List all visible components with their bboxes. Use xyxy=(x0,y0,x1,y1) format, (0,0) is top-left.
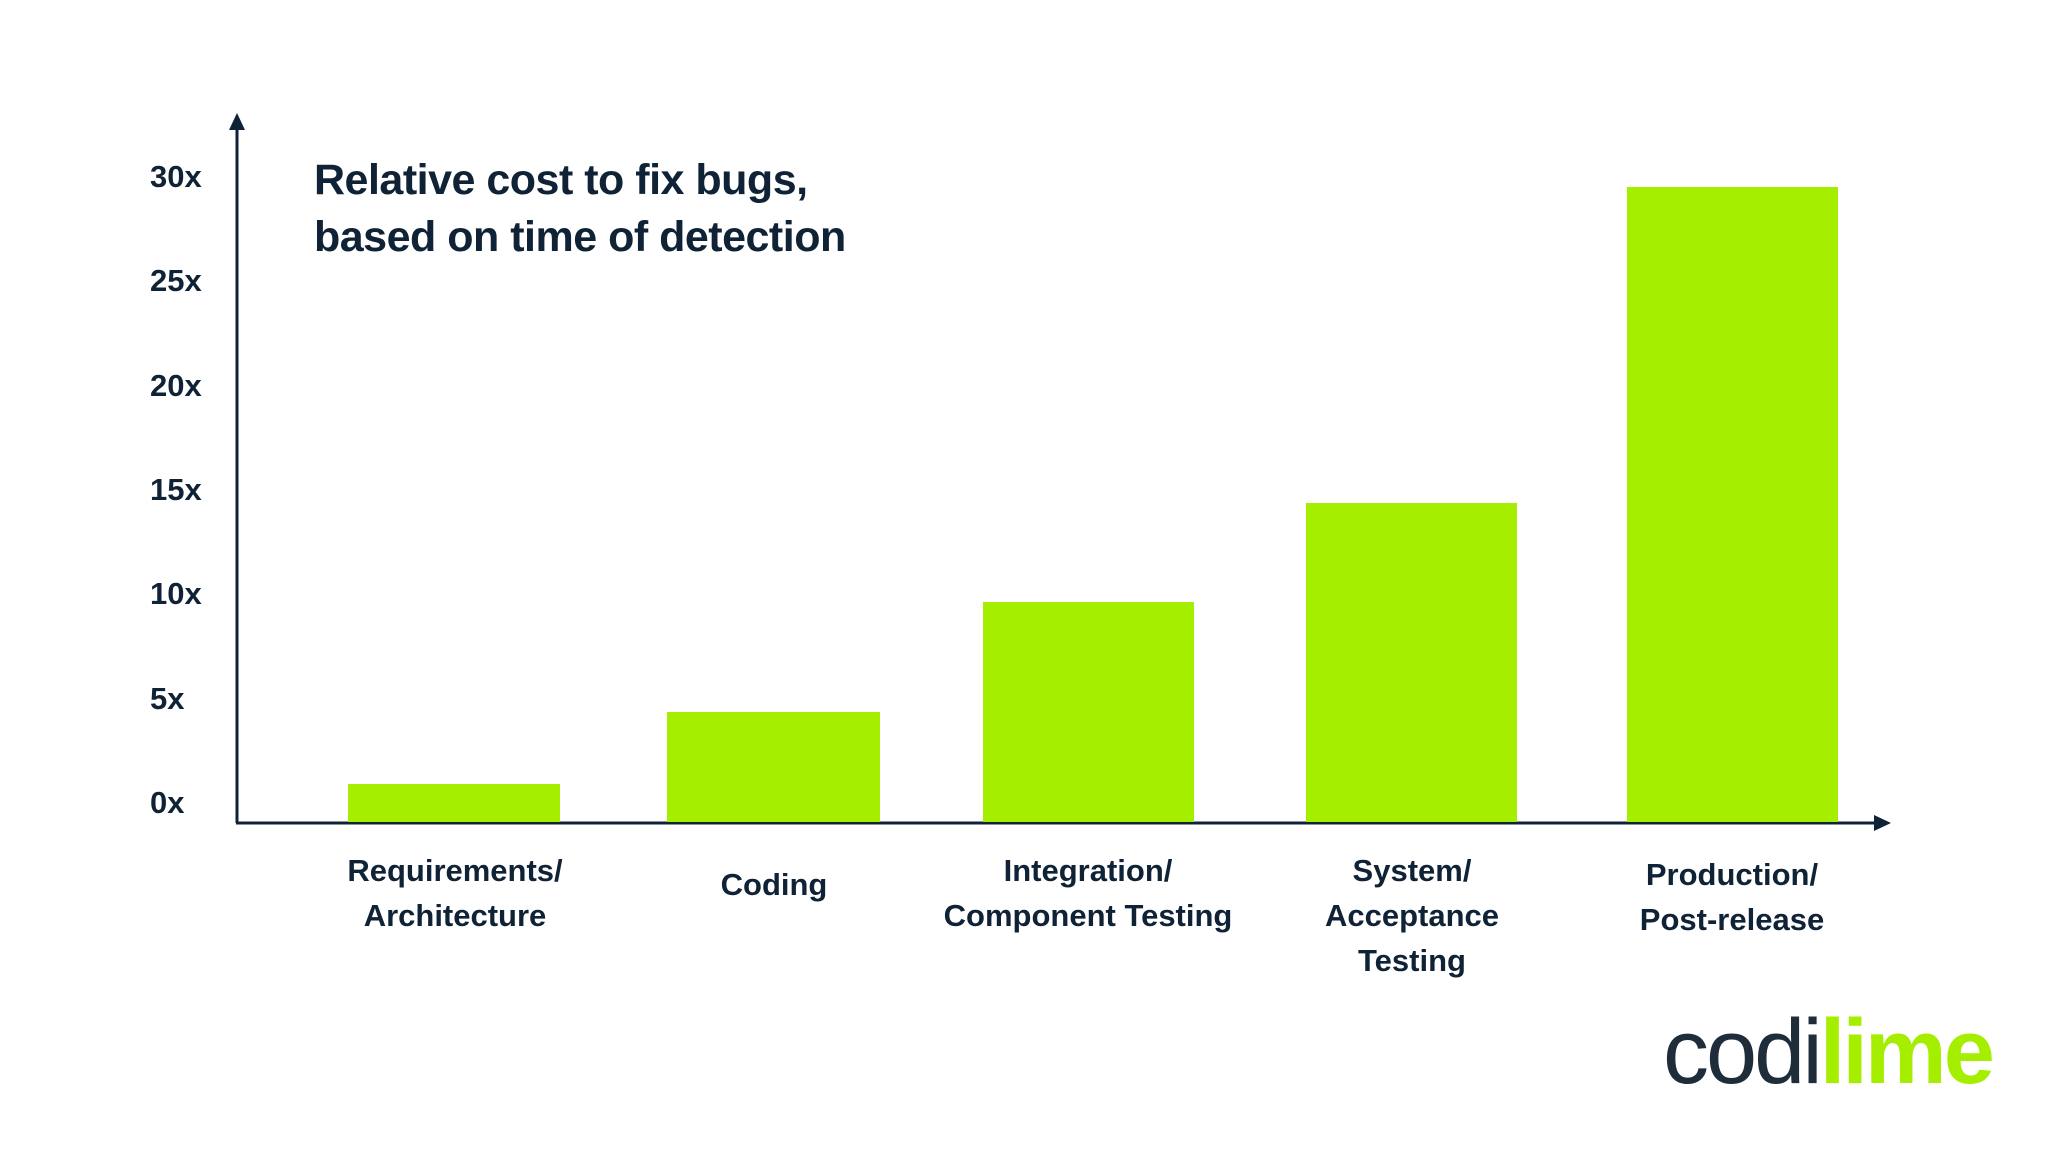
chart-title: Relative cost to fix bugs, based on time… xyxy=(314,152,846,266)
bar-system-acceptance-testing xyxy=(1306,503,1517,822)
bar-integration-component-testing xyxy=(983,602,1194,822)
x-label-integration-component-testing: Integration/ Component Testing xyxy=(943,853,1233,933)
codilime-logo: codilime xyxy=(1663,1001,1995,1103)
chart-title-line-1: Relative cost to fix bugs, xyxy=(314,156,808,204)
x-label-requirements-architecture: Requirements/ Architecture xyxy=(347,853,563,933)
bar-production-post-release xyxy=(1627,187,1838,822)
bar-requirements-architecture xyxy=(348,784,560,822)
x-label-production-post-release: Production/ Post-release xyxy=(1639,857,1825,937)
y-tick-20: 20x xyxy=(150,368,202,403)
bar-coding xyxy=(667,712,880,822)
y-tick-15: 15x xyxy=(150,472,202,507)
y-tick-30: 30x xyxy=(150,159,202,194)
y-axis-arrow-icon xyxy=(229,113,245,130)
y-tick-5: 5x xyxy=(150,681,185,716)
x-label-system-acceptance-testing: System/ Acceptance Testing xyxy=(1324,853,1500,978)
x-axis-arrow-icon xyxy=(1874,815,1891,831)
y-tick-25: 25x xyxy=(150,263,202,298)
y-tick-10: 10x xyxy=(150,576,202,611)
x-label-coding: Coding xyxy=(720,867,828,902)
logo-text-lime: lime xyxy=(1819,1001,1995,1103)
y-tick-0: 0x xyxy=(150,785,185,820)
logo-text-codi: codi xyxy=(1663,1001,1823,1103)
chart-title-line-2: based on time of detection xyxy=(314,213,846,261)
